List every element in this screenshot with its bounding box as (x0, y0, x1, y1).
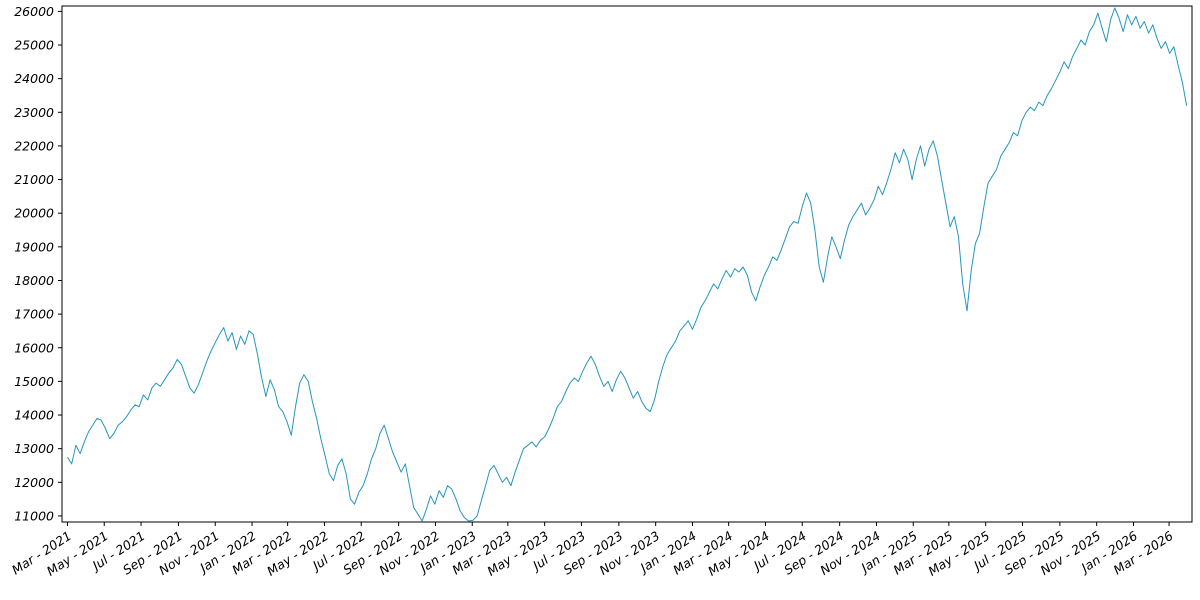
y-tick-label: 12000 (14, 475, 54, 490)
y-tick-label: 18000 (14, 273, 54, 288)
y-tick-label: 20000 (14, 206, 54, 221)
plot-border (61, 5, 1193, 523)
y-tick-label: 16000 (14, 340, 54, 355)
y-tick-label: 26000 (14, 4, 54, 19)
y-tick-label: 14000 (14, 408, 54, 423)
y-tick-label: 17000 (14, 307, 54, 322)
y-tick-label: 25000 (14, 38, 54, 53)
price-line (66, 7, 1188, 522)
y-tick-label: 11000 (14, 508, 54, 523)
y-tick-label: 21000 (14, 172, 54, 187)
y-tick-label: 22000 (14, 138, 54, 153)
y-tick-label: 13000 (14, 441, 54, 456)
y-tick-label: 23000 (14, 105, 54, 120)
y-tick-label: 15000 (14, 374, 54, 389)
y-tick-label: 24000 (14, 71, 54, 86)
y-tick-label: 19000 (14, 239, 54, 254)
